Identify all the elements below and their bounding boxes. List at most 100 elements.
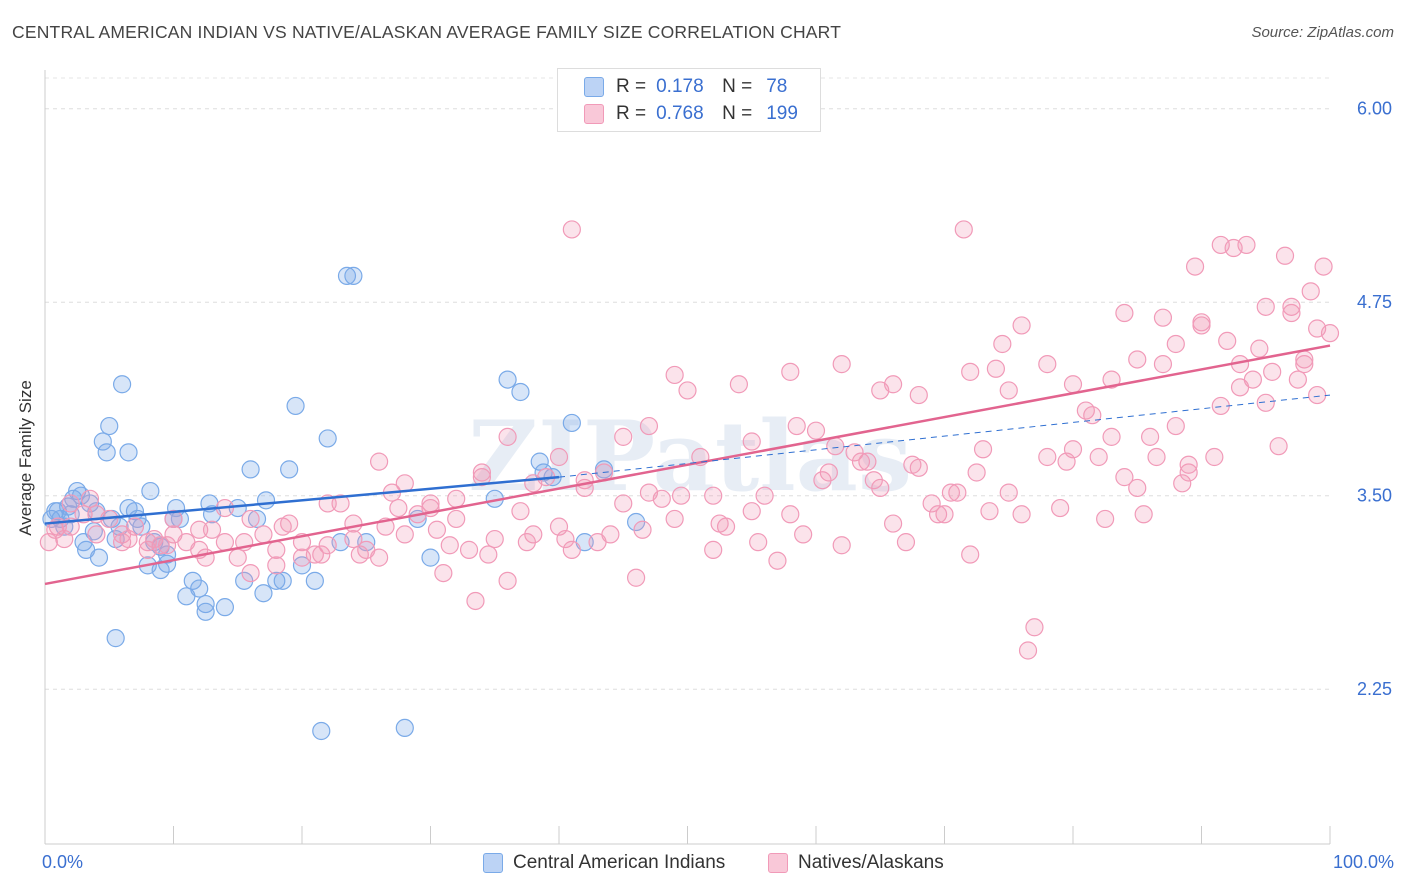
pink-point [832, 536, 851, 555]
pink-point [318, 536, 337, 555]
series-legend: Central American Indians Natives/Alaskan… [0, 852, 1406, 878]
pink-point [350, 545, 369, 564]
pink-point [883, 514, 903, 533]
y-tick-label: 3.50 [1357, 486, 1392, 506]
blue-point [562, 413, 581, 433]
pink-point [633, 520, 652, 539]
pink-point [344, 529, 363, 549]
pink-point [1115, 303, 1134, 323]
pink-point [948, 483, 967, 502]
blue-point [511, 382, 530, 402]
pink-point [466, 591, 485, 611]
pink-point [344, 514, 363, 533]
pink-point [671, 486, 691, 505]
pink-point [80, 489, 100, 508]
pink-point [1140, 427, 1160, 446]
blue-point [318, 429, 337, 448]
pink-point [832, 355, 851, 374]
y-tick-label: 4.75 [1357, 292, 1392, 312]
blue-point [498, 370, 517, 389]
pink-point [427, 520, 447, 539]
blue-point [89, 548, 109, 567]
pink-swatch [584, 104, 604, 124]
pink-point [517, 533, 536, 552]
pink-point [46, 520, 65, 539]
pink-point [447, 489, 466, 508]
pink-point [652, 489, 671, 508]
pink-point [710, 514, 729, 533]
pink-point [729, 375, 749, 394]
blue-point [112, 375, 132, 394]
pink-point [228, 548, 247, 567]
pink-point [742, 502, 761, 521]
pink-trend-line [44, 344, 1331, 586]
pink-point [196, 548, 215, 567]
blue-point [312, 721, 331, 741]
pink-point [479, 545, 498, 564]
pink-point [1173, 474, 1192, 493]
blue-point [100, 416, 119, 436]
blue-point [61, 505, 80, 524]
blue-point [196, 594, 215, 614]
blue-point [97, 443, 116, 462]
pink-point [1025, 618, 1044, 637]
pink-point [980, 502, 999, 521]
pink-point [1038, 447, 1057, 467]
n-value: 78 [766, 76, 788, 97]
pink-point [794, 525, 813, 544]
pink-point [1147, 447, 1166, 467]
pink-point [993, 334, 1012, 354]
pink-point [267, 540, 286, 559]
pink-point [928, 505, 948, 524]
pink-point [1288, 370, 1307, 389]
pink-point [1102, 370, 1121, 389]
stats-legend: R = 0.178 N = 78 R = 0.768 N = 199 [557, 68, 821, 132]
pink-point [389, 498, 408, 518]
blue-point [241, 460, 260, 479]
y-axis-label: Average Family Size [16, 380, 35, 536]
blue-swatch [483, 853, 503, 873]
blue-point [267, 571, 286, 590]
blue-point [93, 432, 112, 451]
blue-trend-line [44, 475, 560, 525]
pink-point [704, 540, 723, 559]
blue-point [286, 396, 305, 416]
blue-point [421, 548, 440, 567]
pink-point [967, 463, 986, 482]
pink-point [1179, 455, 1198, 474]
pink-point [1185, 257, 1205, 276]
pink-point [1153, 308, 1173, 327]
blue-point [280, 460, 299, 479]
pink-point [1018, 641, 1038, 660]
pink-point [742, 432, 761, 451]
pink-point [601, 525, 620, 544]
pink-point [1308, 385, 1327, 405]
pink-point [1096, 509, 1115, 529]
pink-point [1301, 282, 1320, 301]
blue-point [247, 509, 267, 529]
y-tick-label: 6.00 [1357, 99, 1392, 119]
pink-swatch [768, 853, 788, 873]
pink-point [806, 421, 826, 440]
pink-point [614, 494, 633, 513]
pink-point [961, 362, 980, 381]
pink-point [781, 505, 800, 524]
pink-point [1275, 246, 1295, 265]
pink-point [1205, 447, 1224, 467]
legend-row-blue: R = 0.178 N = 78 [584, 74, 787, 100]
pink-point [1102, 427, 1121, 446]
n-label: N = [722, 103, 753, 124]
pink-point [292, 548, 312, 567]
pink-point [864, 471, 883, 490]
pink-point [1166, 416, 1185, 436]
pink-point [768, 551, 787, 570]
pink-point [922, 494, 941, 513]
pink-point [112, 525, 132, 544]
pink-point [241, 509, 260, 529]
pink-point [961, 545, 980, 564]
blue-point [337, 266, 357, 285]
pink-point [273, 517, 292, 536]
pink-point [562, 540, 581, 559]
pink-point [459, 540, 479, 559]
pink-point [440, 536, 459, 555]
